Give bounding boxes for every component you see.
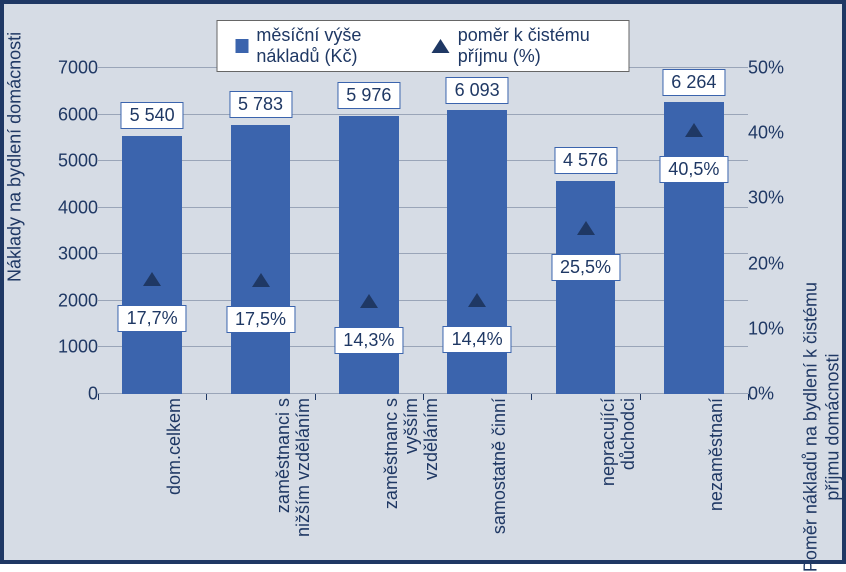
legend-marker-swatch [432, 39, 450, 53]
grid-line [98, 207, 748, 208]
y-right-title-line2: příjmu domácnosti [822, 354, 842, 501]
chart-container: měsíční výše nákladů (Kč) poměr k čistém… [0, 0, 846, 564]
y-left-tick: 7000 [58, 58, 98, 79]
y-left-tick: 2000 [58, 290, 98, 311]
legend-item-bar: měsíční výše nákladů (Kč) [236, 25, 408, 67]
bar-value-label: 6 264 [662, 69, 725, 96]
bar-value-label: 6 093 [446, 77, 509, 104]
y-right-tick: 40% [748, 123, 784, 144]
legend: měsíční výše nákladů (Kč) poměr k čistém… [217, 20, 630, 72]
y-left-tick: 4000 [58, 197, 98, 218]
pct-value-label: 17,5% [226, 306, 295, 333]
x-category-label: nepracující důchodci [599, 398, 639, 538]
y-left-title: Náklady na bydlení domácnosti [5, 32, 26, 282]
legend-bar-swatch [236, 39, 249, 53]
grid-line [98, 253, 748, 254]
triangle-marker [468, 293, 486, 307]
y-left-tick: 1000 [58, 337, 98, 358]
y-right-tick: 50% [748, 58, 784, 79]
y-left-tick: 6000 [58, 104, 98, 125]
pct-value-label: 14,3% [334, 327, 403, 354]
y-axis-right: 0%10%20%30%40%50% [748, 68, 808, 394]
triangle-marker [685, 123, 703, 137]
bar-value-label: 4 576 [554, 147, 617, 174]
pct-value-label: 14,4% [443, 326, 512, 353]
y-left-tick: 3000 [58, 244, 98, 265]
triangle-marker [360, 294, 378, 308]
bar [664, 102, 724, 394]
grid-line [98, 300, 748, 301]
y-right-tick: 10% [748, 318, 784, 339]
pct-value-label: 17,7% [118, 305, 187, 332]
legend-bar-label: měsíční výše nákladů (Kč) [256, 25, 407, 67]
x-axis-labels: dom.celkem zaměstnanci s nižším vzděláním… [98, 398, 748, 548]
y-left-tick: 0 [88, 384, 98, 405]
legend-item-marker: poměr k čistému příjmu (%) [432, 25, 611, 67]
bar [556, 181, 616, 394]
triangle-marker [252, 273, 270, 287]
y-left-tick: 5000 [58, 151, 98, 172]
x-category-label: samostatně činní [490, 398, 510, 538]
x-category-label: zaměstnanci s nižším vzděláním [274, 398, 314, 538]
triangle-marker [143, 272, 161, 286]
chart-plot-area: měsíční výše nákladů (Kč) poměr k čistém… [10, 10, 836, 554]
x-tick [748, 394, 749, 400]
triangle-marker [577, 221, 595, 235]
pct-value-label: 25,5% [551, 254, 620, 281]
x-category-label: nezaměstnaní [707, 398, 727, 538]
y-axis-left: 01000200030004000500060007000 [38, 68, 98, 394]
bar-value-label: 5 976 [337, 82, 400, 109]
bar [231, 125, 291, 394]
bar-value-label: 5 540 [121, 102, 184, 129]
grid-line [98, 160, 748, 161]
x-category-label: zaměstnanc s vyšším vzděláním [382, 398, 441, 538]
grid-line [98, 346, 748, 347]
bar [122, 136, 182, 394]
bar-value-label: 5 783 [229, 91, 292, 118]
plot-area: 5 540 17,7% 5 783 17,5% 5 976 14,3% 6 093 14,4%… [98, 68, 748, 394]
y-right-tick: 0% [748, 384, 774, 405]
legend-marker-label: poměr k čistému příjmu (%) [458, 25, 611, 67]
x-category-label: dom.celkem [165, 398, 185, 538]
y-right-tick: 20% [748, 253, 784, 274]
grid-line [98, 114, 748, 115]
pct-value-label: 40,5% [659, 156, 728, 183]
y-right-tick: 30% [748, 188, 784, 209]
